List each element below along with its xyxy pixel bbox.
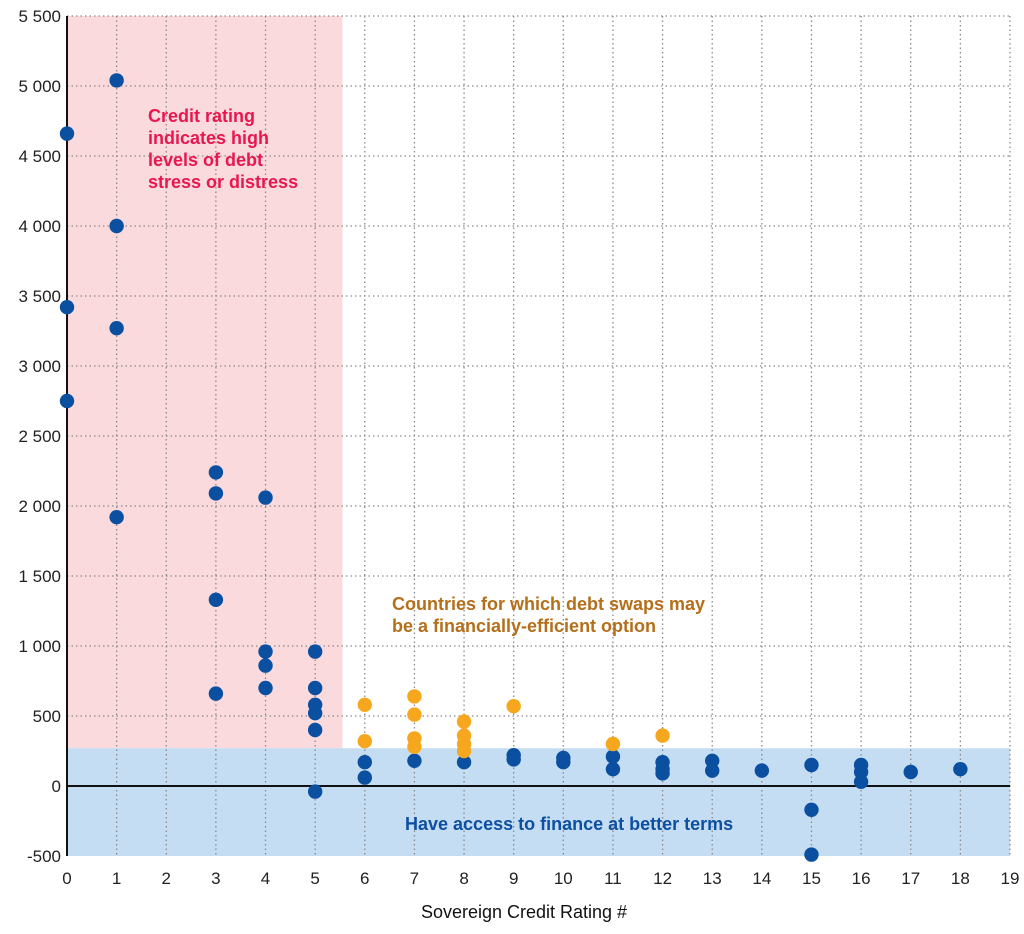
x-tick-label: 0 (62, 869, 71, 888)
distress-region-label: Credit rating indicates high levels of d… (148, 106, 298, 192)
data-point-blue (258, 644, 273, 659)
y-tick-label: -500 (27, 847, 61, 866)
y-tick-label: 500 (33, 707, 61, 726)
data-points (59, 73, 968, 862)
debt-swaps-label: Countries for which debt swaps may be a … (392, 594, 710, 636)
data-point-blue (307, 680, 323, 696)
x-tick-label: 4 (261, 869, 270, 888)
data-point-blue (258, 680, 273, 696)
data-point-orange (456, 714, 472, 729)
data-point-blue (804, 757, 819, 773)
x-tick-label: 9 (509, 869, 518, 888)
y-tick-label: 1 500 (18, 567, 61, 586)
data-point-blue (605, 749, 621, 764)
data-point-blue (109, 510, 124, 525)
tick-labels: 0 1 2 3 4 5 6 7 8 9 10 11 12 13 14 15 16 17 18 19-50005001 … (18, 7, 1019, 888)
data-point-blue (754, 763, 770, 778)
x-tick-label: 16 (852, 869, 871, 888)
data-point-orange (357, 697, 372, 712)
data-point-blue (705, 763, 720, 778)
data-point-blue (307, 644, 323, 659)
data-point-blue (655, 766, 670, 781)
region-access (67, 748, 1010, 856)
data-point-blue (357, 755, 372, 770)
data-point-blue (208, 486, 224, 501)
y-tick-label: 3 000 (18, 357, 61, 376)
data-point-orange (407, 689, 422, 704)
region-distress (67, 16, 343, 749)
data-point-orange (357, 734, 372, 749)
data-point-blue (109, 321, 124, 336)
data-point-orange (605, 736, 621, 752)
data-point-blue (109, 218, 124, 234)
data-point-blue (109, 73, 124, 88)
grid (67, 15, 1011, 856)
y-tick-label: 0 (52, 777, 61, 796)
data-point-blue (506, 752, 521, 767)
data-point-blue (307, 706, 323, 721)
y-tick-label: 1 000 (18, 637, 61, 656)
x-tick-label: 18 (951, 869, 970, 888)
data-point-blue (357, 770, 372, 785)
data-point-blue (407, 753, 422, 768)
data-point-blue (605, 762, 621, 777)
data-point-orange (655, 728, 670, 743)
x-tick-label: 7 (410, 869, 419, 888)
data-point-blue (59, 393, 75, 409)
access-region-label: Have access to finance at better terms (405, 814, 733, 834)
data-point-blue (903, 764, 918, 780)
x-tick-label: 19 (1001, 869, 1020, 888)
data-point-blue (208, 465, 224, 480)
x-tick-label: 14 (752, 869, 771, 888)
y-tick-label: 4 000 (18, 217, 61, 236)
data-point-blue (804, 802, 819, 817)
data-point-blue (59, 300, 75, 315)
x-tick-label: 12 (653, 869, 672, 888)
data-point-orange (407, 739, 422, 754)
x-tick-label: 15 (802, 869, 821, 888)
data-point-blue (456, 755, 472, 770)
data-point-blue (59, 126, 75, 141)
x-tick-label: 5 (310, 869, 319, 888)
data-point-blue (307, 784, 323, 799)
data-point-blue (804, 847, 819, 862)
y-tick-label: 5 500 (18, 7, 61, 26)
data-point-blue (208, 592, 224, 607)
y-tick-label: 5 000 (18, 77, 61, 96)
x-tick-label: 3 (211, 869, 220, 888)
data-point-blue (208, 686, 224, 701)
data-point-blue (953, 762, 968, 777)
x-tick-label: 11 (604, 869, 622, 888)
data-point-orange (407, 707, 422, 722)
data-point-blue (556, 755, 571, 770)
x-tick-label: 1 (112, 869, 121, 888)
data-point-blue (258, 490, 273, 505)
x-tick-label: 17 (901, 869, 920, 888)
x-tick-label: 2 (162, 869, 171, 888)
y-tick-label: 3 500 (18, 287, 61, 306)
x-tick-label: 10 (554, 869, 573, 888)
x-axis-title: Sovereign Credit Rating # (421, 902, 627, 922)
data-point-orange (456, 743, 472, 759)
x-tick-label: 8 (459, 869, 468, 888)
y-tick-label: 4 500 (18, 147, 61, 166)
x-tick-label: 6 (360, 869, 369, 888)
y-tick-label: 2 000 (18, 497, 61, 516)
y-tick-label: 2 500 (18, 427, 61, 446)
x-tick-label: 13 (703, 869, 722, 888)
data-point-blue (258, 658, 273, 673)
data-point-blue (853, 774, 869, 789)
data-point-blue (307, 722, 323, 738)
data-point-orange (506, 699, 521, 714)
